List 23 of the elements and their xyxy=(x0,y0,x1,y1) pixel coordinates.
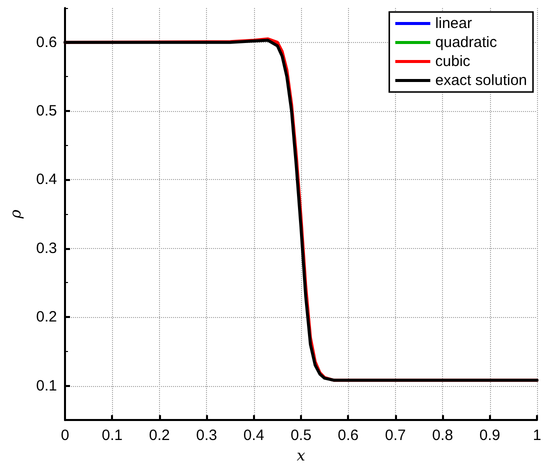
legend-label: exact solution xyxy=(435,72,528,89)
legend-label: quadratic xyxy=(435,34,498,51)
x-tick-label: 0.4 xyxy=(243,427,264,444)
x-tick-label: 0 xyxy=(60,427,70,444)
x-tick-label: 0.7 xyxy=(384,427,406,444)
x-tick-label: 0.3 xyxy=(196,427,218,444)
legend-label: linear xyxy=(435,15,472,32)
x-axis-title: x xyxy=(296,446,306,464)
x-tick-label: 0.9 xyxy=(479,427,500,444)
y-tick-label: 0.1 xyxy=(36,377,57,394)
x-tick-label: 0.5 xyxy=(290,427,312,444)
y-tick-label: 0.3 xyxy=(36,240,57,257)
legend-label: cubic xyxy=(435,53,471,70)
y-axis-title: ρ xyxy=(6,209,24,220)
y-tick-label: 0.5 xyxy=(36,102,57,120)
x-tick-label: 0.6 xyxy=(338,427,359,444)
y-tick-label: 0.2 xyxy=(36,308,57,326)
x-tick-label: 0.1 xyxy=(102,427,123,444)
x-tick-label: 1 xyxy=(532,427,542,444)
x-tick-label: 0.8 xyxy=(432,427,454,444)
y-tick-label: 0.6 xyxy=(36,34,57,51)
y-tick-label: 0.4 xyxy=(36,171,57,188)
x-tick-label: 0.2 xyxy=(148,427,170,444)
